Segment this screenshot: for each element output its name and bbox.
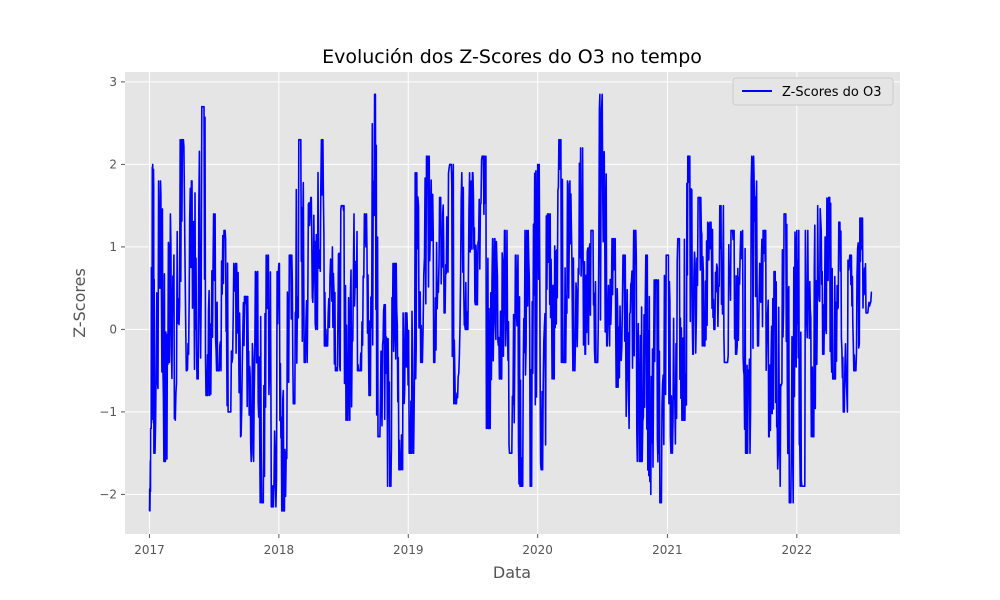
x-tick-label: 2019 [393,543,424,557]
x-tick-label: 2017 [134,543,165,557]
y-tick-label: −2 [99,487,117,501]
y-tick-label: 1 [109,240,117,254]
legend-box [732,77,894,106]
x-tick-label: 2018 [264,543,295,557]
y-tick-label: 0 [109,322,117,336]
series-line-z-scores-o3 [148,93,873,512]
y-axis-label: Z-Scores [70,268,89,338]
y-tick-label: 3 [109,75,117,89]
x-tick-label: 2020 [522,543,553,557]
x-tick-label: 2021 [652,543,683,557]
legend-label: Z-Scores do O3 [782,85,882,100]
chart-title: Evolución dos Z-Scores do O3 no tempo [322,46,702,68]
y-tick-label: 2 [109,157,117,171]
axes: −2 −1 0 1 2 3 2017 2018 2019 2020 2021 2022 [99,75,812,557]
y-tick-label: −1 [99,405,117,419]
series-group [148,93,873,512]
legend: Z-Scores do O3 [732,77,894,106]
x-tick-label: 2022 [782,543,813,557]
x-axis-label: Data [493,563,531,582]
